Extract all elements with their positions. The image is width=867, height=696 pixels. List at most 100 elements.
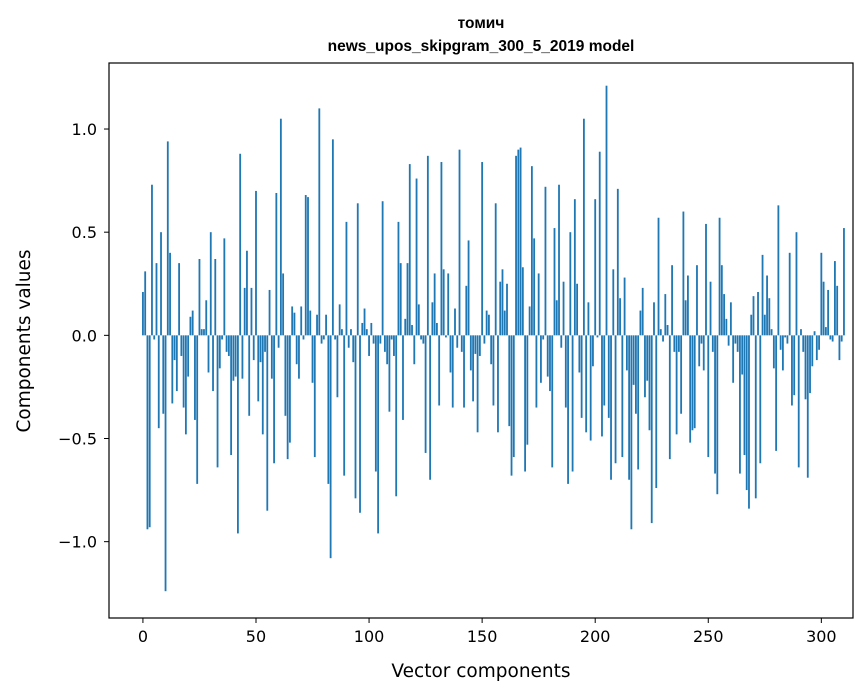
bar [347, 335, 350, 348]
bar [793, 335, 796, 396]
bar [377, 335, 380, 534]
bar [666, 325, 669, 336]
bar [275, 192, 278, 336]
bar [329, 335, 332, 559]
bar [227, 335, 230, 356]
bar [499, 281, 502, 336]
bar [266, 335, 269, 511]
bar [625, 335, 628, 371]
bar [673, 335, 676, 352]
bar [162, 335, 165, 414]
bar [160, 232, 162, 336]
bar [397, 221, 400, 336]
y-tick-label: 0.5 [72, 223, 97, 242]
bar [662, 335, 664, 342]
bar [180, 335, 183, 356]
bar [729, 302, 732, 336]
bar [182, 335, 185, 408]
bar [438, 335, 441, 406]
bar [571, 335, 574, 472]
bar [754, 335, 757, 499]
bar [381, 201, 384, 336]
bar [727, 335, 730, 346]
bar [390, 335, 393, 340]
bar [175, 335, 178, 392]
bar [542, 335, 545, 340]
x-tick-label: 300 [806, 627, 837, 646]
bar [684, 300, 687, 336]
bar [714, 335, 716, 474]
bar [157, 335, 160, 429]
bar [711, 335, 714, 352]
bar [345, 221, 348, 336]
bar [449, 335, 452, 373]
bar [562, 281, 565, 336]
bar [582, 118, 585, 336]
bar [456, 335, 459, 348]
bar [551, 335, 554, 468]
bar [307, 197, 309, 336]
bar [800, 329, 802, 336]
bar [442, 269, 445, 336]
x-tick-label: 250 [693, 627, 724, 646]
bar [813, 331, 816, 336]
bar [221, 335, 223, 340]
bar [413, 335, 416, 365]
bar [216, 335, 219, 468]
bar [404, 318, 407, 336]
bar [784, 335, 787, 338]
bar [831, 335, 834, 342]
x-tick-label: 50 [246, 627, 266, 646]
y-tick-label: −1.0 [58, 533, 97, 552]
bar [650, 335, 653, 524]
bar [675, 335, 678, 435]
bar [510, 335, 513, 476]
bar [295, 335, 298, 365]
bar [144, 271, 147, 336]
bar [530, 166, 533, 336]
bar [424, 335, 427, 453]
bar [815, 335, 818, 361]
bar [388, 335, 391, 412]
bar [648, 335, 651, 431]
bar [151, 184, 153, 336]
bar [820, 252, 823, 336]
bar [632, 335, 635, 385]
bar [702, 335, 705, 371]
bar [205, 300, 208, 336]
bar [553, 228, 556, 336]
bar [298, 335, 300, 379]
bar [519, 147, 522, 336]
bar [759, 335, 762, 464]
bar [207, 335, 210, 373]
bar [707, 335, 710, 458]
bar [537, 273, 540, 336]
chart-title-line1: томич [458, 15, 505, 32]
bar [169, 252, 171, 336]
bar [743, 335, 746, 456]
bar [732, 335, 735, 383]
bar [356, 203, 359, 336]
bar [383, 335, 386, 352]
bar [187, 335, 190, 377]
bar [460, 335, 463, 352]
bar [524, 335, 526, 472]
bar [725, 318, 728, 336]
bar [741, 335, 744, 375]
bar [379, 335, 382, 344]
bar [623, 277, 626, 336]
bar [657, 217, 660, 336]
bar [494, 203, 497, 336]
bar [723, 294, 726, 336]
bar [840, 335, 843, 342]
bar [761, 254, 764, 336]
bar [779, 335, 782, 350]
bar [198, 259, 201, 336]
bar [506, 283, 508, 336]
bar [447, 273, 450, 336]
bar [535, 335, 538, 408]
bar [488, 314, 490, 336]
bar [313, 335, 316, 458]
bar-series [142, 85, 845, 592]
bar [270, 335, 273, 379]
